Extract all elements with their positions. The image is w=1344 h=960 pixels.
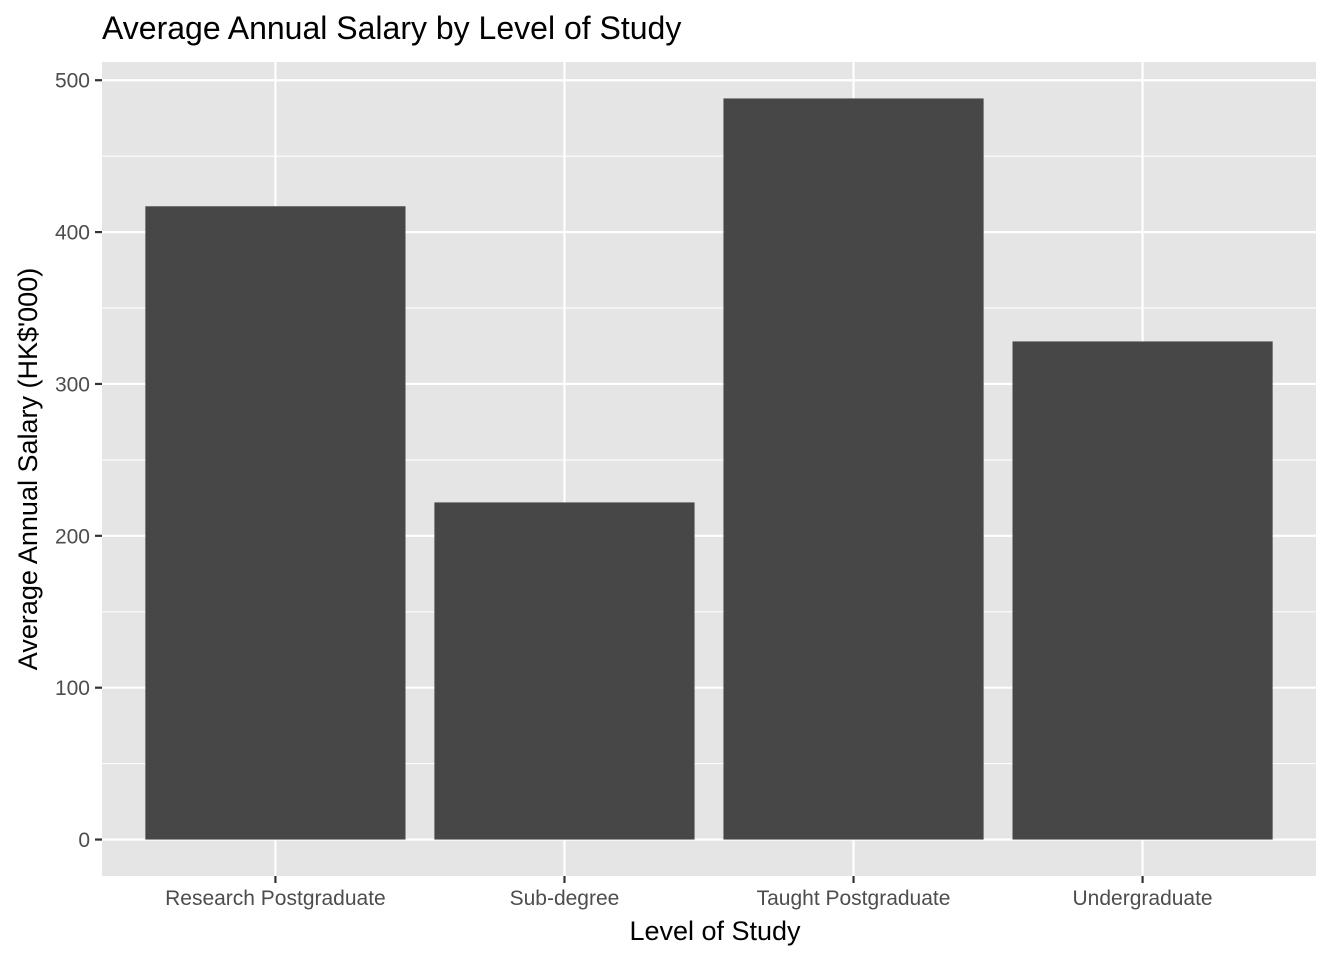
y-tick-label: 500 (55, 70, 90, 93)
x-tick-label: Research Postgraduate (165, 887, 386, 910)
y-axis-title: Average Annual Salary (HK$'000) (13, 268, 43, 670)
chart-title: Average Annual Salary by Level of Study (102, 10, 681, 46)
bars (145, 98, 1273, 840)
y-tick-label: 400 (55, 222, 90, 245)
bar-taught-postgraduate (723, 98, 984, 840)
y-tick-label: 0 (78, 829, 90, 852)
y-tick-label: 300 (55, 373, 90, 396)
bar-undergraduate (1012, 341, 1273, 840)
x-tick-label: Undergraduate (1073, 887, 1213, 910)
x-tick-label: Taught Postgraduate (757, 887, 951, 910)
bar-research-postgraduate (145, 206, 406, 840)
x-axis-title: Level of Study (629, 916, 801, 946)
x-axis: Research Postgraduate Sub-degree Taught Po… (165, 876, 1213, 910)
y-tick-label: 100 (55, 677, 90, 700)
y-axis: 0 100 200 300 400 500 (55, 70, 102, 852)
bar-sub-degree (434, 502, 695, 840)
y-tick-label: 200 (55, 525, 90, 548)
x-tick-label: Sub-degree (510, 887, 620, 910)
